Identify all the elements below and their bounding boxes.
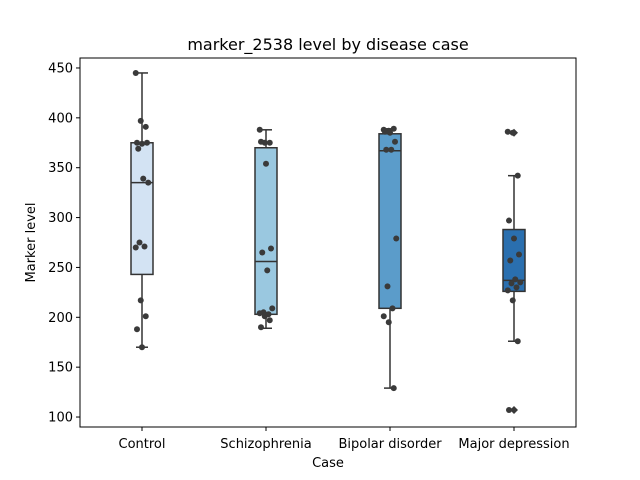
plot-frame bbox=[79, 57, 577, 428]
data-point bbox=[261, 313, 268, 320]
box bbox=[502, 228, 526, 293]
data-point bbox=[383, 146, 390, 153]
data-point bbox=[139, 344, 145, 351]
data-point bbox=[504, 287, 511, 294]
data-point bbox=[509, 297, 516, 304]
data-point bbox=[506, 217, 512, 224]
x-tick-label: Schizophrenia bbox=[220, 437, 311, 452]
box bbox=[130, 142, 154, 276]
data-point bbox=[514, 338, 521, 345]
y-tick-label: 150 bbox=[48, 361, 73, 376]
outlier-marker bbox=[510, 406, 518, 415]
data-point bbox=[517, 279, 524, 286]
x-tick-label: Control bbox=[119, 437, 166, 452]
data-point bbox=[509, 129, 516, 136]
data-point bbox=[145, 179, 152, 186]
data-point bbox=[266, 139, 273, 146]
data-point bbox=[516, 251, 522, 258]
box-group-bipolar-disorder bbox=[378, 125, 402, 392]
x-tick-label: Bipolar disorder bbox=[338, 437, 442, 452]
data-point bbox=[504, 128, 511, 135]
data-point bbox=[140, 175, 147, 182]
data-point bbox=[142, 313, 149, 320]
data-point bbox=[136, 239, 143, 246]
data-point bbox=[144, 139, 150, 146]
y-tick-label: 450 bbox=[48, 61, 73, 76]
data-point bbox=[382, 128, 388, 135]
data-point bbox=[132, 244, 139, 251]
y-tick-label: 300 bbox=[48, 211, 73, 226]
data-point bbox=[392, 138, 398, 145]
box bbox=[254, 147, 278, 316]
x-tick-label: Major depression bbox=[458, 437, 569, 452]
data-point bbox=[512, 276, 519, 283]
chart-title: marker_2538 level by disease case bbox=[187, 35, 468, 55]
box-group-major-depression bbox=[502, 128, 526, 415]
data-point bbox=[387, 129, 393, 136]
data-point bbox=[258, 138, 264, 145]
data-point bbox=[137, 297, 144, 304]
box bbox=[378, 133, 402, 310]
box-group-control bbox=[130, 69, 154, 351]
data-point bbox=[269, 305, 276, 312]
y-tick-label: 250 bbox=[48, 261, 73, 276]
data-point bbox=[263, 160, 269, 167]
data-point bbox=[511, 235, 517, 242]
data-point bbox=[132, 69, 139, 76]
data-point bbox=[390, 125, 397, 132]
data-point bbox=[256, 126, 263, 133]
data-point bbox=[259, 249, 266, 256]
y-tick-label: 100 bbox=[48, 411, 73, 426]
box-group-schizophrenia bbox=[254, 126, 278, 331]
data-point bbox=[264, 267, 271, 274]
plot-area bbox=[130, 69, 526, 415]
data-point bbox=[134, 326, 140, 333]
x-axis: Control Schizophrenia Bipolar disorder Majo… bbox=[119, 427, 570, 452]
y-tick-label: 400 bbox=[48, 111, 73, 126]
data-point bbox=[384, 283, 391, 290]
y-axis-title: Marker level bbox=[24, 203, 39, 283]
data-point bbox=[385, 319, 392, 326]
data-point bbox=[268, 245, 274, 252]
x-axis-title: Case bbox=[312, 456, 344, 471]
y-axis: 100 150 200 250 300 350 400 450 bbox=[48, 61, 80, 426]
data-point bbox=[508, 280, 515, 287]
data-point bbox=[266, 317, 273, 324]
data-point bbox=[388, 146, 395, 153]
data-point bbox=[139, 140, 145, 147]
data-point bbox=[256, 310, 263, 317]
data-point bbox=[514, 172, 521, 179]
data-point bbox=[393, 235, 400, 242]
data-point bbox=[258, 324, 264, 331]
data-point bbox=[390, 385, 397, 392]
data-point bbox=[142, 123, 149, 130]
data-point bbox=[506, 407, 512, 414]
data-point bbox=[134, 139, 140, 146]
data-point bbox=[507, 257, 514, 264]
data-point bbox=[135, 145, 142, 152]
data-point bbox=[141, 243, 148, 250]
y-tick-label: 350 bbox=[48, 161, 73, 176]
y-tick-label: 200 bbox=[48, 311, 73, 326]
data-point bbox=[380, 313, 387, 320]
data-point bbox=[137, 117, 144, 124]
data-point bbox=[513, 284, 520, 291]
data-point bbox=[389, 305, 396, 312]
